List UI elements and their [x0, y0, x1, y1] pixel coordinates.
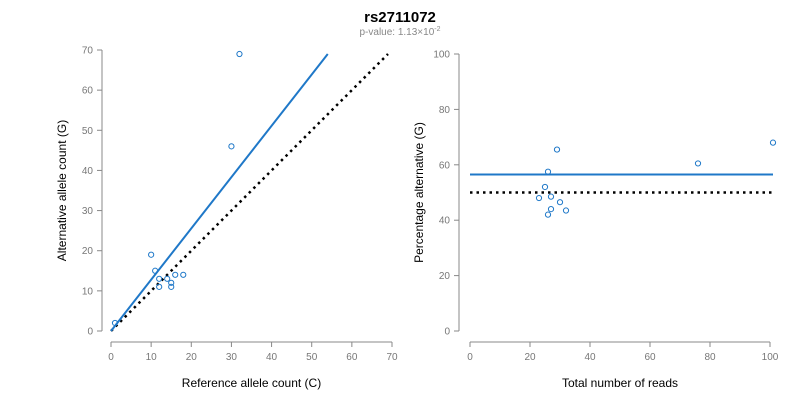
- y-tick-label: 50: [82, 126, 94, 137]
- x-axis-label: Reference allele count (C): [182, 376, 321, 390]
- y-tick-label: 0: [87, 327, 93, 338]
- y-axis-label: Alternative allele count (G): [55, 120, 69, 261]
- data-point: [168, 283, 175, 290]
- p-value-exponent: -2: [434, 26, 440, 33]
- scatter-panel-allele-counts: 0 10 20 30 40 50 60 70 0 10 20 30 40 50 60 70 Reference …: [55, 46, 398, 391]
- x-tick-label: 60: [644, 352, 656, 363]
- x-tick-label: 60: [346, 352, 358, 363]
- x-tick-label: 0: [108, 352, 114, 363]
- y-tick-label: 20: [82, 246, 94, 257]
- x-tick-label: 100: [762, 352, 779, 363]
- data-point: [111, 319, 119, 327]
- y-tick-label: 40: [439, 216, 451, 227]
- data-point: [156, 275, 163, 282]
- x-tick-label: 20: [186, 352, 198, 363]
- data-point: [694, 160, 702, 167]
- data-point: [236, 50, 243, 58]
- y-tick-label: 70: [82, 46, 94, 57]
- data-point: [228, 143, 235, 150]
- y-tick-label: 100: [433, 50, 450, 61]
- x-tick-label: 80: [704, 352, 716, 363]
- x-tick-label: 50: [306, 352, 318, 363]
- y-tick-label: 10: [82, 286, 94, 297]
- chart-title: rs2711072: [364, 9, 436, 26]
- x-axis-label: Total number of reads: [562, 376, 678, 390]
- x-tick-label: 70: [386, 352, 398, 363]
- y-tick-label: 30: [82, 206, 94, 217]
- y-tick-label: 20: [439, 271, 451, 282]
- data-point: [180, 271, 187, 278]
- y-tick-label: 80: [439, 105, 451, 116]
- data-point: [535, 194, 543, 202]
- data-point: [547, 193, 555, 200]
- y-tick-label: 60: [439, 160, 451, 171]
- data-point: [544, 168, 552, 175]
- data-point: [148, 251, 155, 258]
- data-point: [544, 211, 552, 218]
- y-axis-label: Percentage alternative (G): [412, 122, 426, 263]
- fit-line: [110, 53, 329, 332]
- x-tick-label: 20: [524, 352, 536, 363]
- reference-line: [110, 53, 389, 332]
- data-point: [156, 283, 163, 290]
- data-point: [172, 271, 179, 278]
- data-point: [553, 146, 561, 153]
- y-tick-label: 60: [82, 86, 94, 97]
- x-tick-label: 0: [467, 352, 473, 363]
- data-point: [168, 279, 175, 286]
- p-value-text: p-value: 1.13×10: [359, 27, 434, 38]
- x-tick-label: 10: [146, 352, 158, 363]
- chart-subtitle: p-value: 1.13×10-2: [359, 26, 440, 38]
- data-point: [541, 183, 549, 191]
- x-tick-label: 40: [266, 352, 278, 363]
- data-point: [562, 207, 570, 214]
- data-point: [769, 139, 777, 146]
- y-tick-label: 0: [444, 327, 450, 338]
- data-point: [556, 199, 564, 206]
- data-point: [152, 267, 159, 274]
- x-tick-label: 30: [226, 352, 238, 363]
- scatter-panel-percentage: 0 20 40 60 80 100 0 20 40 60 80 100 Total number of …: [412, 50, 779, 391]
- x-tick-label: 40: [584, 352, 596, 363]
- data-point: [547, 206, 555, 213]
- data-point: [164, 275, 171, 282]
- y-tick-label: 40: [82, 166, 94, 177]
